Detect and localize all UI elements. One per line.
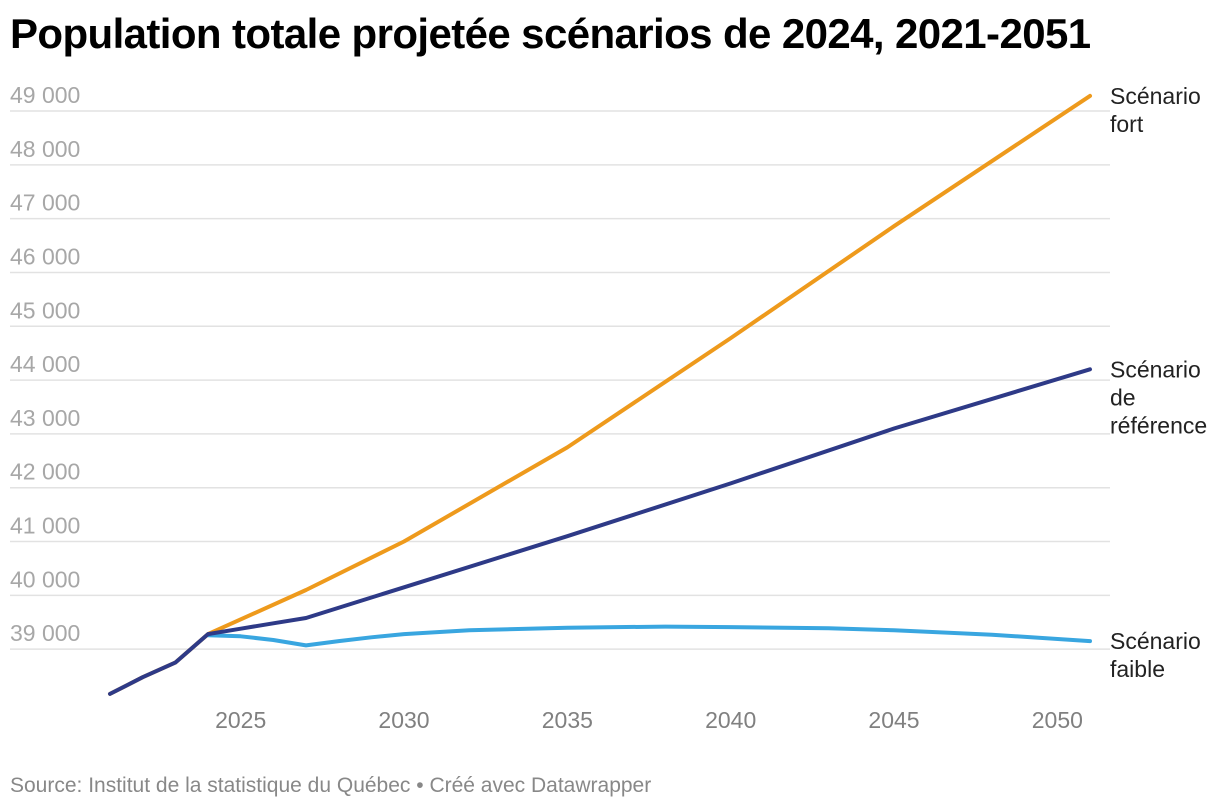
series-line — [108, 367, 1092, 696]
y-tick-label: 48 000 — [10, 136, 80, 162]
x-tick-label: 2025 — [215, 707, 266, 733]
series-label: Scénario de référence — [1110, 356, 1207, 438]
series-labels: Scénario fort Scénario de référence Scénario f… — [1110, 83, 1207, 682]
y-axis-tick-labels: 39 000 40 000 41 000 42 000 43 000 44 000 45 0… — [10, 82, 80, 646]
y-tick-label: 46 000 — [10, 243, 80, 269]
series-lines — [108, 93, 1092, 696]
gridlines — [10, 110, 1110, 650]
y-tick-label: 49 000 — [10, 82, 80, 108]
footer-note: Source: Institut de la statistique du Qu… — [10, 774, 651, 798]
y-tick-label: 39 000 — [10, 620, 80, 646]
y-tick-label: 47 000 — [10, 190, 80, 216]
y-tick-label: 42 000 — [10, 459, 80, 485]
credit-text: Créé avec Datawrapper — [429, 774, 652, 797]
series-line — [206, 624, 1092, 648]
x-tick-label: 2035 — [542, 707, 593, 733]
footer-separator: • — [416, 774, 424, 797]
series-line — [108, 93, 1092, 696]
series-label: Scénario faible — [1110, 628, 1201, 682]
y-tick-label: 45 000 — [10, 297, 80, 323]
series-label: Scénario fort — [1110, 83, 1201, 137]
y-tick-label: 41 000 — [10, 513, 80, 539]
y-tick-label: 40 000 — [10, 566, 80, 592]
y-tick-label: 43 000 — [10, 405, 80, 431]
y-tick-label: 44 000 — [10, 351, 80, 377]
x-axis-tick-labels: 2025 2030 2035 2040 2045 2050 — [215, 707, 1083, 733]
x-tick-label: 2040 — [705, 707, 756, 733]
x-tick-label: 2030 — [378, 707, 429, 733]
source-text: Source: Institut de la statistique du Qu… — [10, 774, 411, 797]
x-tick-label: 2045 — [868, 707, 919, 733]
x-tick-label: 2050 — [1032, 707, 1083, 733]
chart-title: Population totale projetée scénarios de … — [10, 10, 1091, 57]
